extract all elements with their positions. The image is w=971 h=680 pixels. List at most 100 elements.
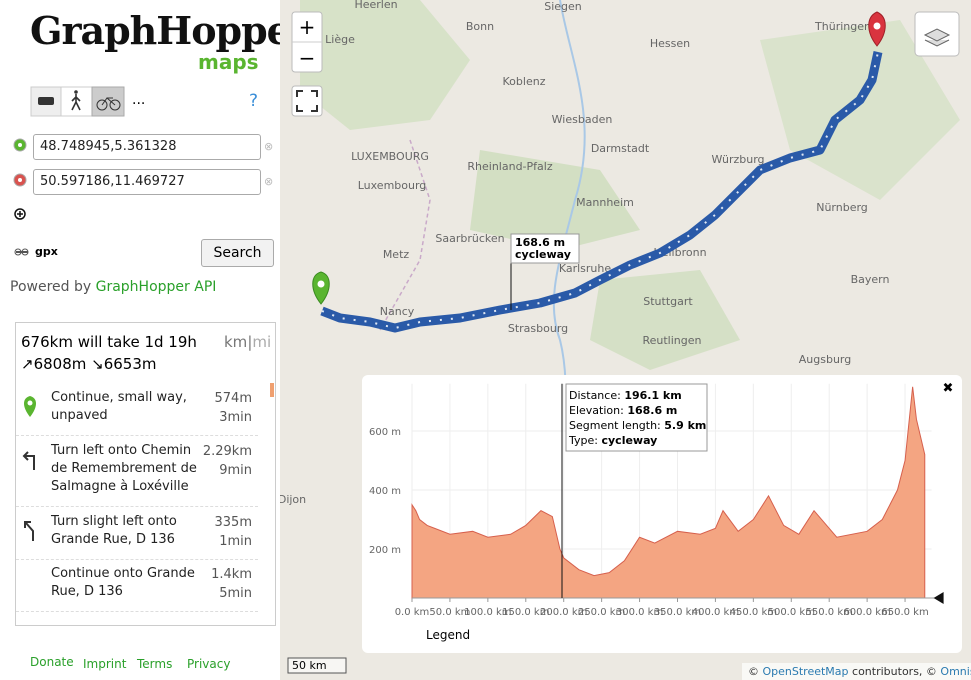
- x-tick-label: 350.0 km: [654, 607, 701, 618]
- instruction-text: Turn left onto Chemin de Remembrement de…: [51, 443, 197, 494]
- scrollbar[interactable]: [270, 383, 274, 397]
- tooltip-value: cycleway: [601, 434, 657, 447]
- attribution-bg: [742, 663, 971, 680]
- popup-elevation: 168.6 m: [515, 236, 565, 249]
- map-label: Augsburg: [799, 353, 851, 366]
- logo: GraphHopper: [30, 8, 310, 53]
- map-label: Luxembourg: [358, 179, 427, 192]
- map-label: Reutlingen: [642, 334, 701, 347]
- unit-mi[interactable]: mi: [252, 333, 272, 351]
- scale-bar: [287, 657, 347, 674]
- descend: ↘6653m: [91, 355, 157, 373]
- legend[interactable]: Legend: [426, 628, 470, 642]
- foot-icon-head: [74, 90, 78, 94]
- y-tick-label: 400 m: [369, 486, 401, 497]
- x-tick-label: 500.0 km: [768, 607, 815, 618]
- icon-marker: [24, 396, 36, 417]
- zoom-out[interactable]: −: [299, 46, 316, 70]
- close-button[interactable]: ✖: [943, 381, 954, 396]
- map-label: Liège: [325, 33, 355, 46]
- map-label: Heerlen: [354, 0, 397, 11]
- x-tick-label: 600.0 km: [843, 607, 890, 618]
- instruction-distance: 1.4km: [211, 567, 252, 582]
- end-input[interactable]: 50.597186,11.469727: [33, 169, 261, 195]
- map-label: LUXEMBOURG: [351, 150, 429, 163]
- x-tick-label: 100.0 km: [464, 607, 511, 618]
- powered-text: Powered by: [10, 279, 92, 295]
- instruction-distance: 2.29km: [202, 444, 252, 459]
- map-label: Mannheim: [576, 196, 634, 209]
- icon-turn-left: [22, 451, 35, 470]
- powered-link[interactable]: GraphHopper API: [95, 279, 217, 295]
- map-label: Bonn: [466, 20, 494, 33]
- tooltip-value: 5.9 km: [664, 419, 706, 432]
- instruction: Turn left onto Chemin de Remembrement de…: [16, 438, 258, 507]
- tooltip-line: Elevation: 168.6 m: [569, 404, 677, 417]
- instruction: Continue, small way, unpaved 574m 3min: [16, 385, 258, 436]
- elevation-area: [411, 386, 926, 599]
- x-tick-label: 0.0 km: [395, 607, 430, 618]
- border: [379, 139, 431, 331]
- x-tick-label: 450.0 km: [730, 607, 777, 618]
- bike-wheel: [96, 99, 108, 111]
- clear-end[interactable]: ⊗: [264, 175, 274, 188]
- gpx[interactable]: gpx: [35, 245, 58, 258]
- map-label: Stuttgart: [643, 295, 693, 308]
- bike-frame: [101, 97, 116, 106]
- tooltip-line: Distance: 196.1 km: [569, 389, 682, 402]
- unit-toggle[interactable]: km|mi: [224, 333, 271, 351]
- x-tick-label: 250.0 km: [578, 607, 625, 618]
- instruction-icon: [22, 451, 35, 470]
- tooltip-label: Segment length:: [569, 419, 661, 432]
- attribution-link[interactable]: OpenStreetMap: [763, 665, 849, 678]
- map[interactable]: Heerlen Siegen Bonn Liège Hessen Koblenz Thüri…: [280, 0, 971, 680]
- fullscreen-icon: [296, 90, 318, 112]
- ascend-descend: ↗6808m ↘6653m: [21, 355, 157, 373]
- instruction: Turn slight left onto Grande Rue, D 136 3…: [16, 509, 258, 560]
- map-label: Rheinland-Pfalz: [467, 160, 552, 173]
- tooltip-line: Segment length: 5.9 km: [569, 419, 706, 432]
- x-tick-label: 300.0 km: [616, 607, 663, 618]
- fullscreen-button[interactable]: [291, 85, 323, 117]
- map-label: Saarbrücken: [435, 232, 504, 245]
- vehicle-buttons[interactable]: [30, 86, 126, 117]
- input-markers: [13, 138, 27, 220]
- attribution: © OpenStreetMap contributors, © Omniscal…: [748, 665, 971, 678]
- footer-link[interactable]: Donate: [30, 655, 74, 669]
- unit-km[interactable]: km: [224, 333, 248, 351]
- map-label: Thüringen: [814, 20, 871, 33]
- search-button[interactable]: Search: [201, 239, 274, 267]
- more-vehicles[interactable]: ...: [132, 92, 146, 108]
- help[interactable]: ?: [249, 91, 259, 111]
- instruction-distance: 335m: [214, 515, 252, 530]
- instruction-time: 9min: [219, 463, 252, 478]
- route-time: 676km will take 1d 19h: [21, 333, 197, 351]
- map-label: Koblenz: [503, 75, 546, 88]
- scale-label: 50 km: [292, 659, 327, 672]
- link-icon: [14, 248, 29, 256]
- sidebar: GraphHopper maps ... ? 48.748945,5.36132…: [0, 0, 310, 680]
- x-tick-label: 200.0 km: [540, 607, 587, 618]
- tooltip: [565, 383, 708, 452]
- attribution-link[interactable]: Omniscale: [940, 665, 971, 678]
- attribution-part: contributors, ©: [852, 665, 937, 678]
- ascend: ↗6808m: [21, 355, 87, 373]
- x-tick-label: 150.0 km: [502, 607, 549, 618]
- footer-link[interactable]: Terms: [137, 657, 173, 671]
- tooltip-line: Type: cycleway: [568, 434, 657, 447]
- map-label: Wiesbaden: [552, 113, 613, 126]
- footer-link[interactable]: Imprint: [83, 657, 127, 671]
- start-input[interactable]: 48.748945,5.361328: [33, 134, 261, 160]
- map-label: Würzburg: [711, 153, 764, 166]
- map-label: Darmstadt: [591, 142, 650, 155]
- instruction-distance: 574m: [214, 391, 252, 406]
- powered-by: Powered by GraphHopper API: [10, 279, 216, 295]
- tooltip-value: 168.6 m: [627, 404, 677, 417]
- map-label: Nürnberg: [816, 201, 868, 214]
- zoom-in[interactable]: +: [299, 15, 316, 39]
- add-point-plus: [17, 211, 23, 217]
- start-marker[interactable]: [312, 271, 330, 305]
- clear-start[interactable]: ⊗: [264, 140, 274, 153]
- footer-link[interactable]: Privacy: [187, 657, 231, 671]
